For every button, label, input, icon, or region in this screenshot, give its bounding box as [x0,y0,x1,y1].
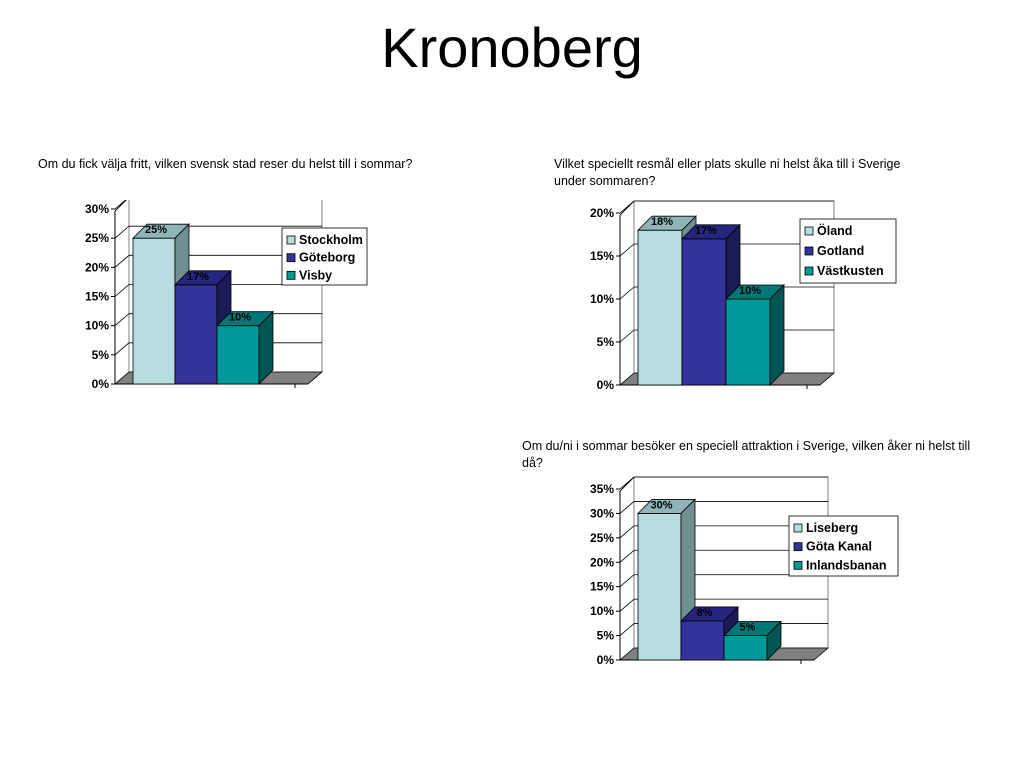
legend-swatch [804,226,814,236]
legend-label: Göta Kanal [806,540,872,554]
data-label: 10% [739,285,761,297]
bar-side [769,284,785,386]
legend-swatch [286,253,296,263]
gridline-side [619,329,635,343]
y-tick-label: 20% [590,555,614,569]
y-tick-label: 15% [590,249,614,263]
gridline-side [619,525,635,539]
y-tick-label: 30% [590,506,614,520]
legend-label: Öland [817,223,852,238]
gridline-side [619,501,635,514]
gridline-side [619,623,635,636]
y-tick-label: 15% [590,580,614,594]
bar-visby [216,325,260,385]
data-label: 30% [650,499,672,511]
gridline-side [114,313,130,326]
legend-label: Inlandsbanan [806,558,887,572]
y-tick-label: 25% [85,231,109,245]
data-label: 5% [740,622,756,634]
y-tick-label: 15% [85,290,109,304]
legend-label: Visby [299,268,332,282]
y-tick-label: 5% [597,629,615,643]
chart-2-question: Vilket speciellt resmål eller plats skul… [554,157,901,188]
bar-side [258,310,274,385]
gridline-side [619,286,635,300]
y-tick-label: 20% [590,206,614,220]
data-label: 17% [695,225,717,237]
legend-swatch [286,235,296,245]
legend-swatch [804,266,814,276]
legend-label: Göteborg [299,251,355,265]
bar-g-ta-kanal [680,620,725,661]
bar-liseberg [637,513,682,661]
legend-label: Liseberg [806,521,858,535]
chart-2: 0% 5% 10% 15% 20% 18% 17% 10% Öland Gotland Västku… [590,200,897,392]
data-label: 8% [697,607,713,619]
legend-swatch [804,246,814,256]
y-axis-top [619,476,635,492]
y-tick-label: 0% [92,377,110,391]
y-tick-label: 10% [85,319,109,333]
gridline-side [619,574,635,588]
y-axis-top [114,200,127,212]
gridline-side [114,284,130,297]
y-tick-label: 5% [92,348,110,362]
legend-box [799,218,897,284]
legend-swatch [793,523,803,533]
bar-inlandsbanan [723,635,768,661]
bar-v-stkusten [725,298,771,386]
chart-3: 0% 5% 10% 15% 20% 25% 30% 35% 30% 8% 5% Liseberg Göt… [590,476,899,667]
gridline-side [114,200,127,210]
legend-label: Gotland [817,244,864,258]
bar--land [637,229,683,386]
gridline-side [114,225,130,239]
y-tick-label: 20% [85,260,109,274]
legend-swatch [793,560,803,570]
data-label: 10% [229,312,251,324]
y-tick-label: 25% [590,531,614,545]
gridline-side [114,255,130,268]
legend-label: Stockholm [299,233,363,247]
legend-box [281,227,368,286]
page-title: Kronoberg [381,16,643,79]
y-tick-label: 10% [590,292,614,306]
legend-swatch [793,542,803,552]
gridline-side [619,243,635,257]
chart-3-question: Om du/ni i sommar besöker en speciell at… [522,439,971,470]
legend-label: Västkusten [817,264,884,278]
y-axis-top [619,200,635,216]
legend-swatch [286,270,296,280]
chart-1-question: Om du fick välja fritt, vilken svensk st… [38,157,413,171]
bar-g-teborg [174,284,218,385]
legend-box [788,515,899,577]
gridline-side [619,549,635,563]
chart-1: 0% 5% 10% 15% 20% 25% 30% 25% 17% 10% Stockholm Göt… [85,200,368,391]
bar-side [766,620,782,661]
gridline-side [114,342,130,356]
y-tick-label: 35% [590,482,614,496]
y-tick-label: 30% [85,202,109,216]
gridline-side [619,598,635,612]
y-tick-label: 5% [597,335,615,349]
y-tick-label: 0% [597,378,615,392]
y-tick-label: 0% [597,653,615,667]
bar-stockholm [132,237,176,385]
y-tick-label: 10% [590,604,614,618]
data-label: 25% [145,224,167,236]
data-label: 18% [651,216,673,228]
bar-gotland [681,238,727,386]
data-label: 17% [187,271,209,283]
